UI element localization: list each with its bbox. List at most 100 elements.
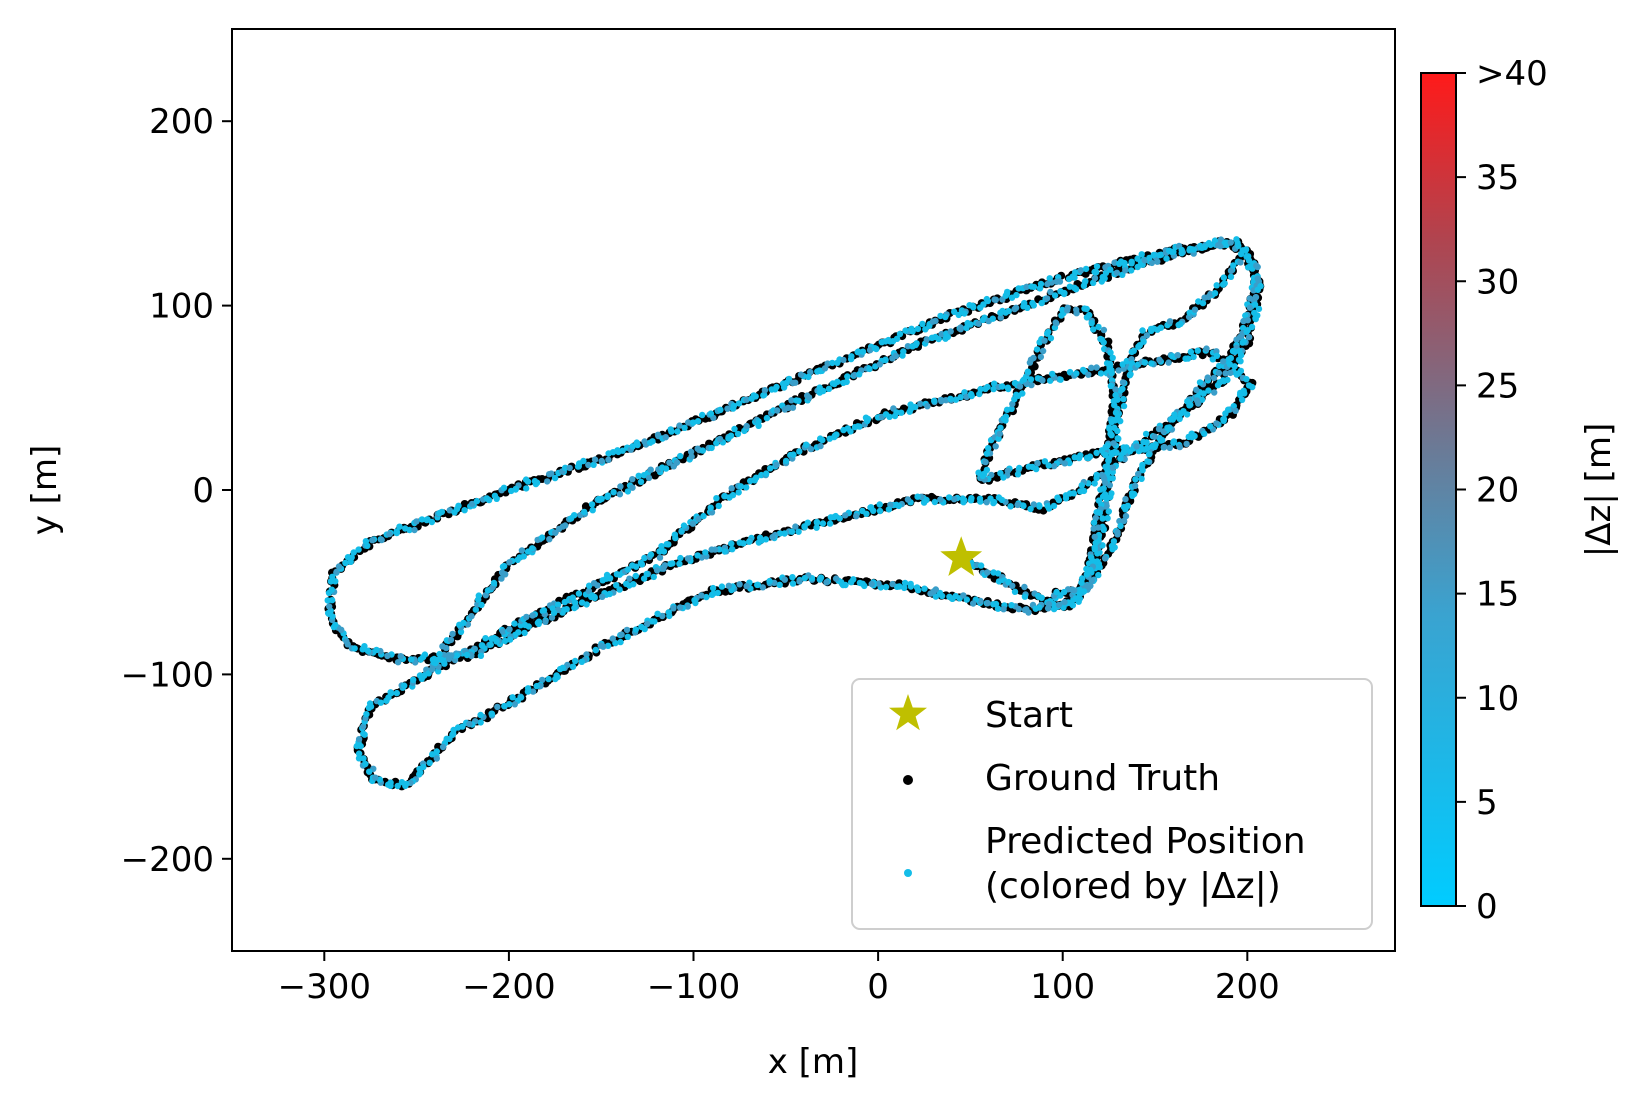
predicted-point <box>1000 606 1006 612</box>
predicted-point <box>730 492 736 498</box>
predicted-point <box>647 440 653 446</box>
predicted-point <box>984 499 990 505</box>
predicted-point <box>454 652 460 658</box>
predicted-point <box>1239 339 1245 345</box>
predicted-point <box>590 507 596 513</box>
predicted-point <box>486 497 492 503</box>
predicted-point <box>982 459 988 465</box>
predicted-point <box>1239 397 1245 403</box>
predicted-point <box>1164 425 1170 431</box>
predicted-point <box>905 496 911 502</box>
predicted-point <box>763 470 769 476</box>
colorbar-tick-label: 20 <box>1476 471 1519 511</box>
predicted-point <box>1085 372 1091 378</box>
predicted-point <box>1249 384 1255 390</box>
predicted-point <box>593 647 599 653</box>
predicted-point <box>728 433 734 439</box>
predicted-point <box>984 296 990 302</box>
predicted-point <box>1177 321 1183 327</box>
predicted-point <box>1177 444 1183 450</box>
predicted-point <box>519 547 525 553</box>
predicted-point <box>329 597 335 603</box>
predicted-point <box>1041 338 1047 344</box>
predicted-point <box>386 531 392 537</box>
legend-label-predicted-sub: (colored by |Δz|) <box>985 866 1281 907</box>
predicted-point <box>774 407 780 413</box>
predicted-point <box>1129 493 1135 499</box>
predicted-point <box>790 405 796 411</box>
predicted-point <box>1051 606 1057 612</box>
predicted-point <box>1139 251 1145 257</box>
predicted-point <box>818 574 824 580</box>
predicted-point <box>439 509 445 515</box>
predicted-point <box>844 379 850 385</box>
predicted-point <box>1085 455 1091 461</box>
predicted-point <box>789 574 795 580</box>
predicted-point <box>833 575 839 581</box>
predicted-point <box>506 626 512 632</box>
predicted-point <box>546 536 552 542</box>
predicted-point <box>755 582 761 588</box>
predicted-point <box>506 559 512 565</box>
predicted-point <box>360 646 366 652</box>
colorbar: 05101520253035>40 |Δz| [m] <box>1421 54 1619 927</box>
predicted-point <box>997 470 1003 476</box>
predicted-point <box>756 539 762 545</box>
predicted-point <box>866 366 872 372</box>
predicted-point <box>629 476 635 482</box>
predicted-point <box>1132 483 1138 489</box>
predicted-point <box>1246 264 1252 270</box>
predicted-point <box>494 704 500 710</box>
predicted-point <box>1214 282 1220 288</box>
predicted-point <box>1178 410 1184 416</box>
predicted-point <box>541 607 547 613</box>
predicted-point <box>343 638 349 644</box>
predicted-point <box>1101 485 1107 491</box>
predicted-point <box>1019 390 1025 396</box>
predicted-point <box>1232 408 1238 414</box>
predicted-point <box>1148 360 1154 366</box>
predicted-point <box>970 304 976 310</box>
predicted-point <box>1243 376 1249 382</box>
predicted-point <box>1014 502 1020 508</box>
predicted-point <box>958 324 964 330</box>
predicted-point <box>1190 354 1196 360</box>
predicted-point <box>677 453 683 459</box>
predicted-point <box>1207 423 1213 429</box>
predicted-point <box>823 579 829 585</box>
predicted-point <box>443 645 449 651</box>
predicted-point <box>869 581 875 587</box>
predicted-point <box>427 760 433 766</box>
predicted-point <box>805 374 811 380</box>
predicted-point <box>1197 379 1203 385</box>
predicted-point <box>694 552 700 558</box>
x-tick-label: 100 <box>1030 967 1095 1007</box>
predicted-point <box>598 643 604 649</box>
predicted-point <box>1222 239 1228 245</box>
predicted-point <box>1046 601 1052 607</box>
predicted-point <box>1129 259 1135 265</box>
predicted-point <box>736 489 742 495</box>
predicted-point <box>729 546 735 552</box>
predicted-point <box>623 581 629 587</box>
predicted-point <box>633 573 639 579</box>
predicted-point <box>1128 267 1134 273</box>
predicted-point <box>1194 397 1200 403</box>
predicted-point <box>1045 503 1051 509</box>
predicted-point <box>978 562 984 568</box>
predicted-point <box>576 463 582 469</box>
predicted-point <box>1039 595 1045 601</box>
predicted-point <box>1084 306 1090 312</box>
predicted-point <box>1109 419 1115 425</box>
predicted-point <box>801 523 807 529</box>
predicted-point <box>1142 359 1148 365</box>
predicted-point <box>478 719 484 725</box>
predicted-point <box>1146 451 1152 457</box>
predicted-point <box>1034 346 1040 352</box>
predicted-point <box>690 521 696 527</box>
predicted-point <box>942 314 948 320</box>
predicted-point <box>1086 312 1092 318</box>
predicted-point <box>625 634 631 640</box>
predicted-point <box>790 580 796 586</box>
